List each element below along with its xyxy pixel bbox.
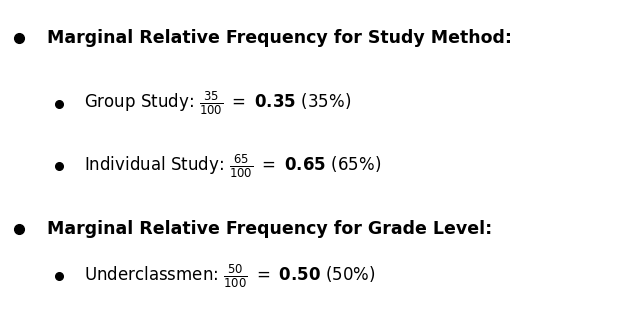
Text: Marginal Relative Frequency for Grade Level:: Marginal Relative Frequency for Grade Le… (47, 220, 492, 238)
Text: Underclassmen: $\mathregular{\frac{50}{100}}$ $=$ $\mathbf{0.50}$ (50%): Underclassmen: $\mathregular{\frac{50}{1… (84, 263, 375, 290)
Text: Group Study: $\mathregular{\frac{35}{100}}$ $=$ $\mathbf{0.35}$ (35%): Group Study: $\mathregular{\frac{35}{100… (84, 90, 351, 117)
Text: Marginal Relative Frequency for Study Method:: Marginal Relative Frequency for Study Me… (47, 29, 512, 47)
Text: Individual Study: $\mathregular{\frac{65}{100}}$ $=$ $\mathbf{0.65}$ (65%): Individual Study: $\mathregular{\frac{65… (84, 153, 381, 180)
